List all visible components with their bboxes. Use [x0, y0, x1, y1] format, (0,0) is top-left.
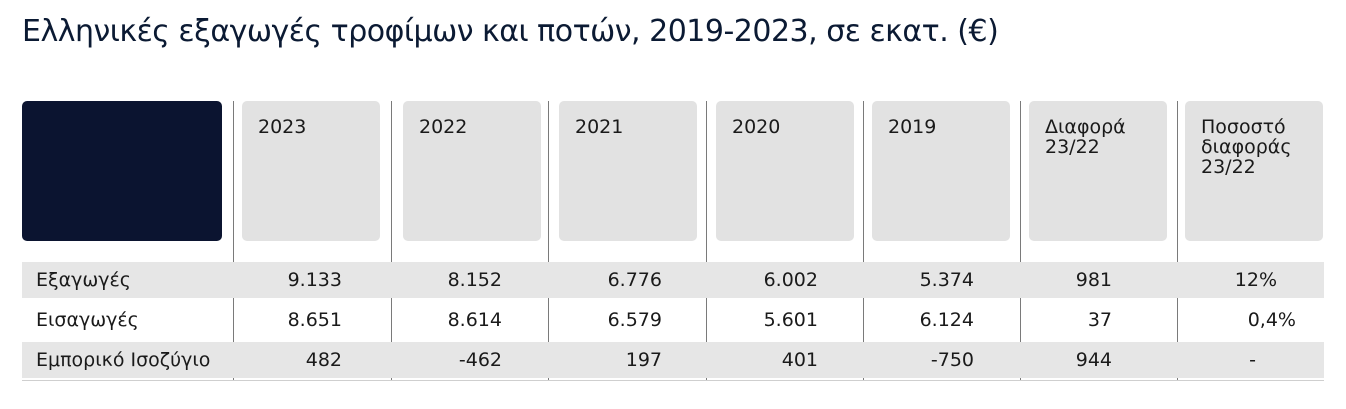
table-cell: 401: [781, 349, 818, 371]
column-header: 2020: [716, 101, 854, 241]
column-header-label: 2020: [732, 116, 781, 138]
column-header-label: 2022: [419, 116, 468, 138]
table-cell: 5.601: [763, 309, 818, 331]
column-divider: [863, 101, 864, 381]
table-cell: 6.124: [919, 309, 974, 331]
column-header: 2023: [242, 101, 380, 241]
table-cell: 37: [1087, 309, 1112, 331]
column-header: 2019: [872, 101, 1010, 241]
table-cell: 8.651: [287, 309, 342, 331]
table-bottom-rule: [22, 380, 1324, 381]
column-header-label: 2023: [258, 116, 307, 138]
table-cell: 9.133: [287, 269, 342, 291]
column-header-label: 2019: [888, 116, 937, 138]
column-header: Διαφορά 23/22: [1029, 101, 1167, 241]
column-divider: [1177, 101, 1178, 381]
table-cell: 8.614: [447, 309, 502, 331]
row-label: Εισαγωγές: [36, 309, 139, 331]
column-header-label: Ποσοστό διαφοράς 23/22: [1201, 116, 1292, 178]
header-corner-block: [22, 101, 222, 241]
table-cell: 6.579: [607, 309, 662, 331]
table-cell: 6.776: [607, 269, 662, 291]
column-divider: [548, 101, 549, 381]
table-row: Εισαγωγές: [22, 302, 1324, 338]
table-cell: 981: [1075, 269, 1112, 291]
table-row: Εξαγωγές: [22, 262, 1324, 298]
column-header-label: 2021: [575, 116, 624, 138]
table-cell: -750: [930, 349, 974, 371]
table-cell: -462: [458, 349, 502, 371]
column-header-label: Διαφορά 23/22: [1045, 116, 1126, 158]
column-header: 2022: [403, 101, 541, 241]
table-cell: 197: [625, 349, 662, 371]
row-label: Εξαγωγές: [36, 269, 131, 291]
column-divider: [233, 101, 234, 381]
table-cell: 0,4%: [1247, 309, 1296, 331]
table-cell: 6.002: [763, 269, 818, 291]
row-label: Εμπορικό Ισοζύγιο: [36, 349, 211, 371]
table-title: Ελληνικές εξαγωγές τροφίμων και ποτών, 2…: [22, 14, 999, 49]
table-cell: 5.374: [919, 269, 974, 291]
column-divider: [1020, 101, 1021, 381]
column-divider: [391, 101, 392, 381]
column-header: 2021: [559, 101, 697, 241]
table-cell: -: [1249, 349, 1256, 371]
table-cell: 944: [1075, 349, 1112, 371]
column-header: Ποσοστό διαφοράς 23/22: [1185, 101, 1323, 241]
table-cell: 12%: [1234, 269, 1277, 291]
table-row: Εμπορικό Ισοζύγιο: [22, 342, 1324, 378]
column-divider: [706, 101, 707, 381]
table-cell: 8.152: [447, 269, 502, 291]
table-cell: 482: [305, 349, 342, 371]
